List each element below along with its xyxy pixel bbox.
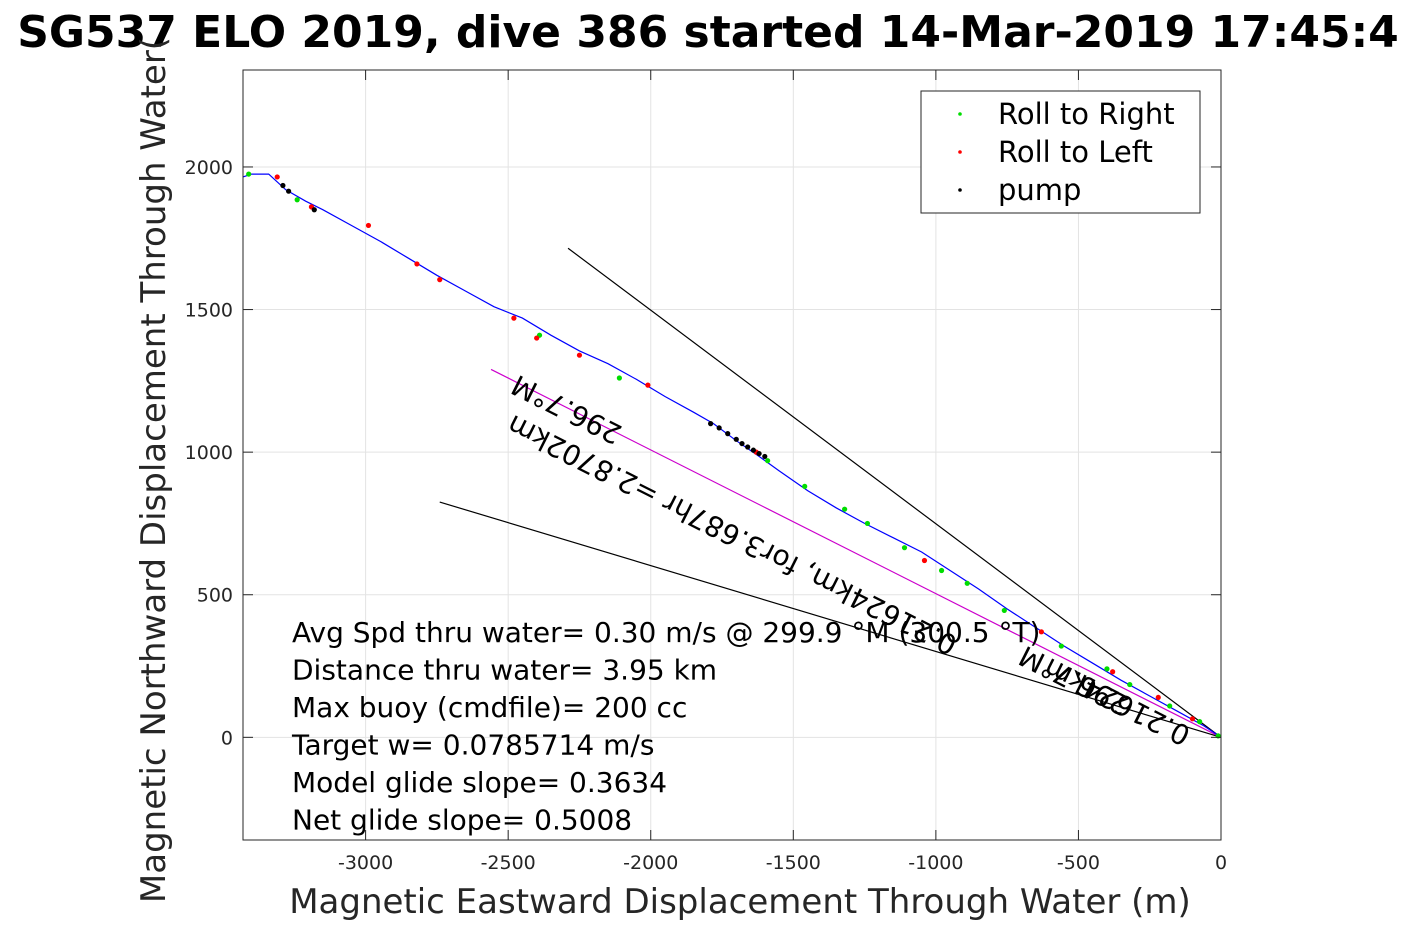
roll-right-marker [246, 171, 252, 177]
annotation-line: Avg Spd thru water= 0.30 m/s @ 299.9 °M … [292, 616, 1040, 649]
x-axis-label: Magnetic Eastward Displacement Through W… [289, 882, 1191, 922]
roll-right-marker [294, 197, 300, 203]
roll-right-marker [901, 545, 908, 551]
pump-marker [708, 421, 714, 427]
x-tick-label: -2500 [481, 852, 536, 874]
x-tick-label: -1000 [908, 852, 963, 874]
reference-line [490, 368, 1222, 738]
pump-marker [762, 453, 768, 460]
reference-line [439, 501, 1222, 738]
roll-right-marker [964, 580, 970, 586]
roll-left-marker [1155, 694, 1161, 701]
roll-right-marker [616, 375, 622, 381]
roll-left-marker [1038, 629, 1044, 635]
roll-left-marker [511, 315, 517, 321]
axis-ticks: -3000 -2500 -2000 -1500 -1000 -500 0 0 500 1000 15… [185, 70, 1227, 874]
x-tick-label: 0 [1215, 852, 1227, 874]
roll-left-marker [534, 335, 540, 341]
roll-right-marker [1104, 666, 1110, 672]
reference-lines [439, 247, 1222, 738]
roll-left-marker [576, 352, 583, 358]
roll-right-marker [1167, 703, 1173, 709]
roll-right-marker [938, 567, 945, 574]
pump-marker [716, 425, 722, 431]
legend-label: Roll to Left [998, 135, 1153, 169]
grid-lines [243, 70, 1222, 840]
marker-points [246, 171, 1221, 739]
roll-right-marker [765, 458, 771, 464]
track-line [242, 173, 1222, 738]
y-tick-label: 2000 [185, 157, 233, 179]
y-axis-label: Magnetic Northward Displacement Through … [134, 37, 174, 903]
pump-marker [739, 440, 745, 447]
pump-marker [745, 444, 751, 450]
roll-right-marker [1197, 719, 1203, 725]
x-tick-label: -500 [1057, 852, 1100, 874]
chart-title: SG537 ELO 2019, dive 386 started 14-Mar-… [17, 7, 1399, 58]
pump-marker [311, 207, 317, 213]
roll-right-marker [1001, 607, 1007, 614]
y-tick-label: 500 [197, 585, 233, 607]
roll-left-marker [921, 557, 928, 564]
legend-box [920, 90, 1201, 214]
roll-left-marker [437, 277, 443, 283]
plot-frame [242, 69, 1222, 841]
annotation-line: Distance thru water= 3.95 km [292, 654, 717, 687]
annotation-line: Net glide slope= 0.5008 [292, 804, 632, 837]
pump-marker [725, 431, 731, 437]
roll-left-marker [274, 174, 280, 180]
pump-marker [756, 450, 762, 457]
x-tick-label: -2000 [623, 852, 678, 874]
reference-line [567, 247, 1222, 738]
track-series [242, 173, 1222, 738]
y-tick-label: 1000 [185, 442, 233, 464]
legend-marker [958, 112, 962, 116]
pump-marker [280, 182, 286, 189]
y-tick-label: 0 [221, 727, 233, 749]
roll-left-marker [365, 222, 372, 229]
annotation-line: Max buoy (cmdfile)= 200 cc [292, 691, 687, 724]
roll-left-marker [1110, 669, 1116, 675]
y-tick-label: 1500 [185, 300, 233, 322]
annotation-block: Avg Spd thru water= 0.30 m/s @ 299.9 °M … [291, 616, 1040, 837]
legend-marker [958, 150, 962, 154]
x-tick-label: -1500 [766, 852, 821, 874]
legend: Roll to Right Roll to Left pump [920, 90, 1201, 214]
pump-marker [286, 188, 292, 194]
legend-marker [958, 188, 962, 192]
legend-label: pump [998, 173, 1081, 207]
annotation-line: Target w= 0.0785714 m/s [291, 729, 654, 762]
roll-right-marker [1058, 643, 1064, 649]
roll-left-marker [1189, 716, 1196, 722]
roll-right-marker [1127, 681, 1133, 688]
pump-marker [733, 436, 739, 442]
x-tick-label: -3000 [338, 852, 393, 874]
roll-right-marker [842, 506, 848, 512]
annotation-line: Model glide slope= 0.3634 [292, 766, 667, 799]
roll-right-marker [864, 520, 871, 527]
roll-left-marker [414, 261, 420, 267]
pump-marker [750, 447, 756, 453]
legend-label: Roll to Right [998, 97, 1175, 131]
roll-right-marker [802, 483, 808, 489]
roll-left-marker [645, 382, 651, 388]
